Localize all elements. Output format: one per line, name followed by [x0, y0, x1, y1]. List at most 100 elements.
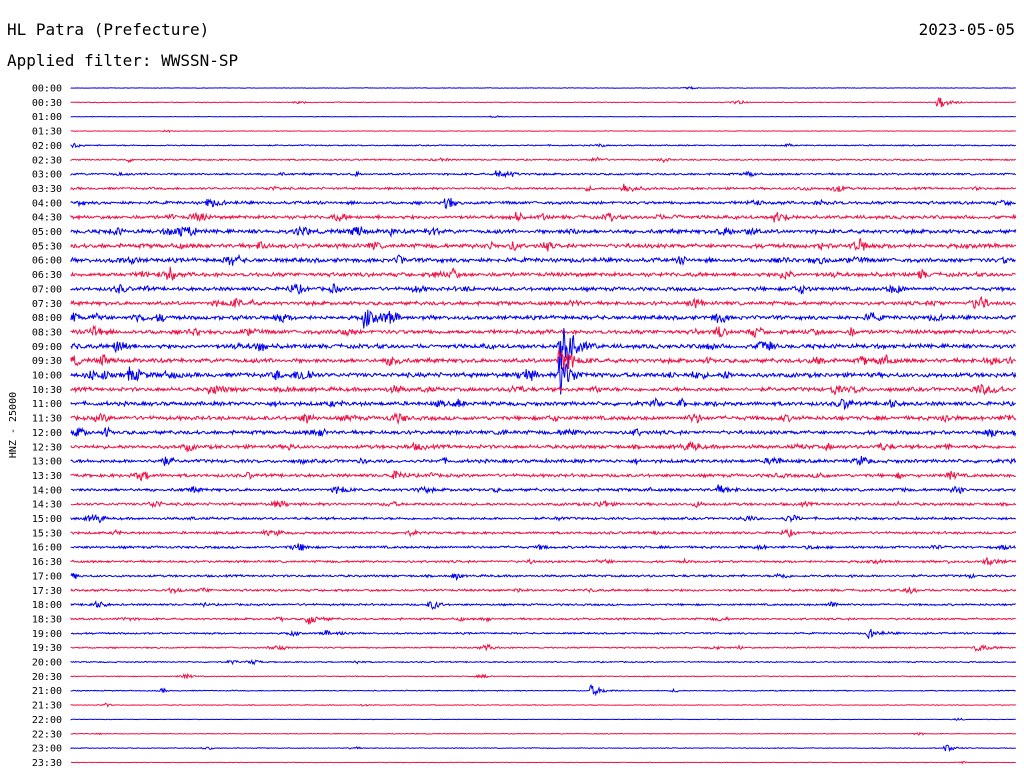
seismic-trace	[70, 211, 1017, 223]
row-time-label: 07:00	[32, 284, 62, 295]
seismic-trace	[70, 628, 1017, 639]
row-time-label: 10:00	[32, 371, 62, 382]
seismic-trace	[70, 440, 1017, 453]
seismic-trace	[70, 717, 1016, 721]
row-time-label: 22:00	[32, 715, 62, 726]
row-time-label: 14:30	[32, 500, 62, 511]
seismic-trace	[70, 383, 1017, 396]
seismic-trace	[70, 356, 1017, 395]
seismic-trace	[70, 528, 1017, 538]
seismic-trace	[70, 557, 1017, 567]
row-time-label: 06:00	[32, 256, 62, 267]
row-time-label: 03:00	[32, 170, 62, 181]
row-time-label: 05:30	[32, 241, 62, 252]
row-time-label: 09:30	[32, 356, 62, 367]
seismic-trace	[70, 470, 1017, 482]
seismic-trace	[70, 396, 1016, 411]
row-time-label: 04:30	[32, 213, 62, 224]
seismic-trace	[70, 586, 1017, 595]
seismic-trace	[70, 142, 1017, 149]
row-time-label: 18:00	[32, 600, 62, 611]
seismic-trace	[70, 328, 1016, 370]
seismic-trace	[70, 85, 1016, 90]
row-time-label: 12:00	[32, 428, 62, 439]
row-time-label: 19:00	[32, 629, 62, 640]
seismic-trace	[70, 282, 1016, 295]
row-time-label: 23:30	[32, 758, 62, 769]
seismic-trace	[70, 253, 1016, 267]
seismic-trace	[70, 225, 1017, 238]
seismic-trace	[70, 484, 1016, 495]
row-time-label: 17:00	[32, 571, 62, 582]
row-time-label: 16:00	[32, 543, 62, 554]
seismic-trace	[70, 309, 1017, 329]
seismic-trace	[70, 683, 1016, 697]
row-time-label: 00:30	[32, 98, 62, 109]
row-time-label: 18:30	[32, 614, 62, 625]
row-time-label: 15:00	[32, 514, 62, 525]
row-time-label: 11:00	[32, 399, 62, 410]
row-time-label: 22:30	[32, 729, 62, 740]
row-time-label: 21:00	[32, 686, 62, 697]
row-time-label: 01:00	[32, 112, 62, 123]
seismic-trace	[70, 702, 1016, 708]
row-time-label: 06:30	[32, 270, 62, 281]
row-time-label: 13:30	[32, 471, 62, 482]
row-time-label: 05:00	[32, 227, 62, 238]
row-time-label: 08:30	[32, 327, 62, 338]
row-time-label: 02:30	[32, 155, 62, 166]
row-time-label: 14:00	[32, 485, 62, 496]
seismic-trace	[70, 238, 1017, 252]
y-axis-label: HNZ - 25000	[8, 392, 19, 458]
seismic-trace	[70, 572, 1017, 582]
seismic-trace	[70, 197, 1016, 209]
row-time-label: 20:00	[32, 658, 62, 669]
seismic-trace	[70, 732, 1016, 736]
seismic-trace	[70, 183, 1017, 193]
seismic-trace	[70, 115, 1016, 118]
seismic-trace	[70, 643, 1016, 653]
filter-label: Applied filter: WWSSN-SP	[7, 51, 239, 70]
row-time-label: 17:30	[32, 586, 62, 597]
seismic-trace	[70, 156, 1016, 164]
row-time-label: 23:00	[32, 744, 62, 755]
row-time-label: 15:30	[32, 528, 62, 539]
seismic-trace	[70, 672, 1017, 680]
seismic-trace	[70, 170, 1017, 179]
row-time-label: 20:30	[32, 672, 62, 683]
seismic-trace	[70, 658, 1017, 666]
row-time-label: 08:00	[32, 313, 62, 324]
seismic-trace	[70, 411, 1017, 426]
seismic-trace	[70, 760, 1016, 765]
seismic-trace	[70, 266, 1016, 281]
row-time-label: 19:30	[32, 643, 62, 654]
seismic-trace	[70, 616, 1016, 625]
row-time-label: 02:00	[32, 141, 62, 152]
seismic-trace	[70, 513, 1016, 524]
seismic-trace	[70, 349, 1017, 374]
row-time-label: 04:00	[32, 198, 62, 209]
row-time-label: 10:30	[32, 385, 62, 396]
seismic-trace	[70, 456, 1017, 466]
seismic-trace	[70, 543, 1017, 552]
seismic-trace	[70, 600, 1016, 611]
row-time-label: 16:30	[32, 557, 62, 568]
row-time-label: 09:00	[32, 342, 62, 353]
seismic-trace	[70, 426, 1017, 438]
row-time-label: 07:30	[32, 299, 62, 310]
row-time-label: 03:30	[32, 184, 62, 195]
row-time-label: 01:30	[32, 127, 62, 138]
station-title: HL Patra (Prefecture)	[7, 20, 210, 39]
seismic-trace	[70, 324, 1017, 339]
row-time-label: 21:30	[32, 701, 62, 712]
seismic-trace	[70, 97, 1016, 108]
plot-date: 2023-05-05	[918, 20, 1015, 39]
seismic-trace	[70, 296, 1017, 310]
seismic-trace	[70, 744, 1016, 753]
row-time-label: 00:00	[32, 84, 62, 95]
row-time-label: 11:30	[32, 414, 62, 425]
seismic-trace	[70, 129, 1016, 134]
seismic-trace	[70, 499, 1017, 509]
row-time-label: 13:00	[32, 457, 62, 468]
